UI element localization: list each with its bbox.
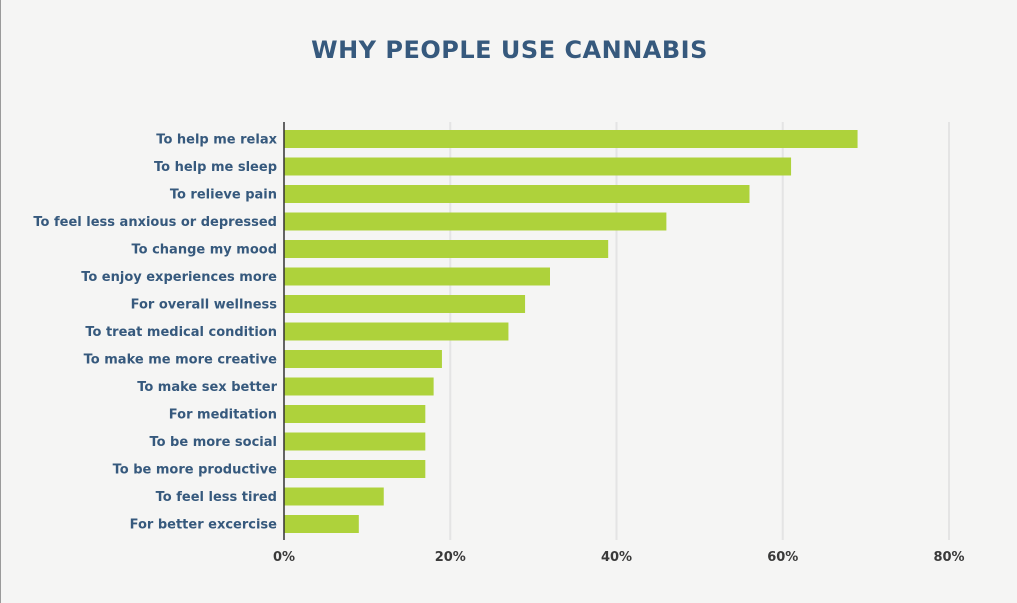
category-labels: To help me relax To help me sleep To relie… xyxy=(33,133,277,533)
category-label-11: To be more social xyxy=(149,435,277,450)
bar-10 xyxy=(284,405,426,423)
category-label-0: To help me relax xyxy=(156,133,277,148)
category-label-13: To feel less tired xyxy=(156,490,277,505)
x-tick-labels: 0% 20% 40% 60% 80% xyxy=(273,550,965,565)
bar-13 xyxy=(284,487,384,506)
category-label-6: For overall wellness xyxy=(131,298,278,313)
bars xyxy=(284,130,858,533)
category-label-5: To enjoy experiences more xyxy=(81,270,277,285)
category-label-2: To relieve pain xyxy=(170,188,277,203)
x-tick-label-2: 40% xyxy=(601,550,632,565)
bar-1 xyxy=(284,157,792,176)
bar-7 xyxy=(284,322,509,341)
x-tick-label-3: 60% xyxy=(767,550,798,565)
category-label-10: For meditation xyxy=(169,408,277,423)
bar-12 xyxy=(284,460,426,478)
bar-0 xyxy=(284,130,858,148)
x-tick-label-4: 80% xyxy=(933,550,964,565)
bar-2 xyxy=(284,185,750,203)
bar-14 xyxy=(284,515,359,533)
bar-4 xyxy=(284,240,609,258)
x-tick-label-1: 20% xyxy=(435,550,466,565)
bar-5 xyxy=(284,267,550,286)
bar-9 xyxy=(284,377,434,396)
bar-11 xyxy=(284,432,426,451)
category-label-3: To feel less anxious or depressed xyxy=(33,215,277,230)
bar-6 xyxy=(284,295,526,313)
bar-8 xyxy=(284,350,442,368)
category-label-4: To change my mood xyxy=(132,243,278,258)
category-label-12: To be more productive xyxy=(113,463,278,478)
category-label-1: To help me sleep xyxy=(154,160,277,175)
category-label-9: To make sex better xyxy=(137,380,277,395)
category-label-7: To treat medical condition xyxy=(85,325,277,340)
gridlines xyxy=(449,122,950,540)
x-tick-label-0: 0% xyxy=(273,550,295,565)
category-label-14: For better excercise xyxy=(130,518,278,533)
chart-title: WHY PEOPLE USE CANNABIS xyxy=(311,36,708,64)
category-label-8: To make me more creative xyxy=(84,353,278,368)
bar-3 xyxy=(284,212,667,231)
